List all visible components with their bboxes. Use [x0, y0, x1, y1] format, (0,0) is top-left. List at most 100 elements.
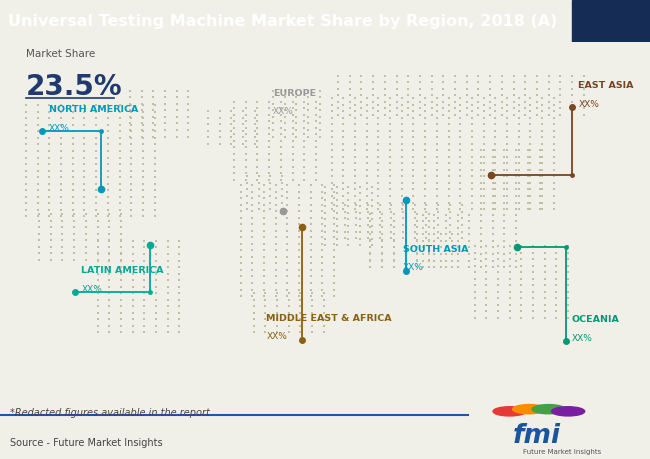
Point	[150, 180, 160, 187]
Point	[551, 281, 562, 289]
Point	[543, 78, 554, 86]
Point	[344, 78, 355, 86]
Point	[34, 224, 44, 231]
Point	[344, 72, 355, 79]
Point	[282, 240, 293, 247]
Point	[320, 190, 330, 197]
Point	[264, 98, 274, 106]
Point	[367, 196, 377, 203]
Point	[389, 217, 399, 224]
Point	[441, 257, 451, 264]
Point	[534, 146, 545, 154]
Point	[488, 224, 498, 231]
Point	[497, 98, 507, 106]
Point	[57, 256, 68, 263]
Point	[537, 192, 547, 200]
Point	[116, 237, 126, 245]
Point	[306, 181, 316, 189]
Point	[464, 237, 474, 245]
Point	[481, 275, 491, 282]
Point	[250, 140, 260, 147]
Point	[377, 256, 387, 263]
Point	[104, 316, 114, 323]
Point	[525, 160, 536, 167]
Point	[138, 174, 148, 181]
Point	[499, 199, 510, 206]
Point	[127, 309, 138, 316]
Point	[303, 133, 313, 140]
Text: Universal Testing Machine Market Share by Region, 2018 (A): Universal Testing Machine Market Share b…	[8, 14, 557, 28]
Point	[420, 121, 430, 128]
Point	[478, 166, 489, 174]
Point	[283, 322, 294, 330]
Point	[104, 276, 114, 284]
Point	[259, 181, 269, 189]
Point	[247, 253, 257, 261]
Point	[270, 246, 281, 254]
Point	[338, 153, 348, 161]
Point	[57, 210, 68, 218]
Point	[445, 202, 455, 209]
Point	[523, 205, 533, 213]
Point	[276, 176, 286, 184]
Point	[104, 244, 114, 251]
Point	[317, 221, 328, 228]
Point	[481, 301, 491, 308]
Point	[389, 230, 399, 237]
Point	[488, 179, 498, 187]
Point	[424, 231, 434, 238]
Point	[516, 275, 526, 282]
Point	[116, 329, 126, 336]
Point	[389, 236, 399, 244]
Point	[272, 309, 282, 316]
Point	[272, 302, 282, 310]
Point	[455, 160, 465, 167]
Point	[307, 296, 317, 303]
Point	[508, 111, 519, 118]
Point	[280, 120, 290, 127]
Point	[229, 124, 239, 131]
Point	[516, 308, 526, 315]
Point	[563, 295, 573, 302]
Point	[441, 211, 451, 218]
Point	[361, 107, 372, 115]
Point	[306, 207, 316, 215]
Point	[467, 186, 477, 193]
Point	[104, 236, 114, 244]
Point	[247, 195, 257, 202]
Point	[79, 206, 90, 213]
Point	[499, 160, 510, 167]
Point	[317, 227, 328, 235]
Point	[259, 195, 269, 202]
Point	[276, 144, 286, 151]
Point	[299, 144, 309, 151]
Point	[380, 78, 390, 86]
Point	[238, 134, 248, 141]
Point	[488, 257, 498, 264]
Point	[537, 140, 547, 147]
Point	[478, 114, 489, 121]
Point	[307, 309, 317, 316]
Point	[136, 100, 147, 107]
Point	[432, 179, 442, 187]
Point	[386, 215, 396, 222]
Point	[426, 85, 437, 92]
Point	[315, 94, 325, 101]
Point	[283, 329, 294, 336]
Point	[333, 72, 343, 79]
Point	[462, 91, 472, 99]
Point	[396, 166, 407, 174]
Point	[126, 141, 136, 148]
Point	[92, 236, 103, 244]
Point	[91, 213, 101, 220]
Point	[540, 275, 550, 282]
Point	[432, 192, 442, 200]
Point	[79, 160, 90, 168]
Point	[421, 221, 432, 229]
Point	[549, 140, 559, 147]
Point	[373, 114, 384, 121]
Point	[183, 133, 194, 140]
Point	[235, 214, 246, 221]
Point	[356, 98, 367, 106]
Point	[229, 131, 239, 138]
